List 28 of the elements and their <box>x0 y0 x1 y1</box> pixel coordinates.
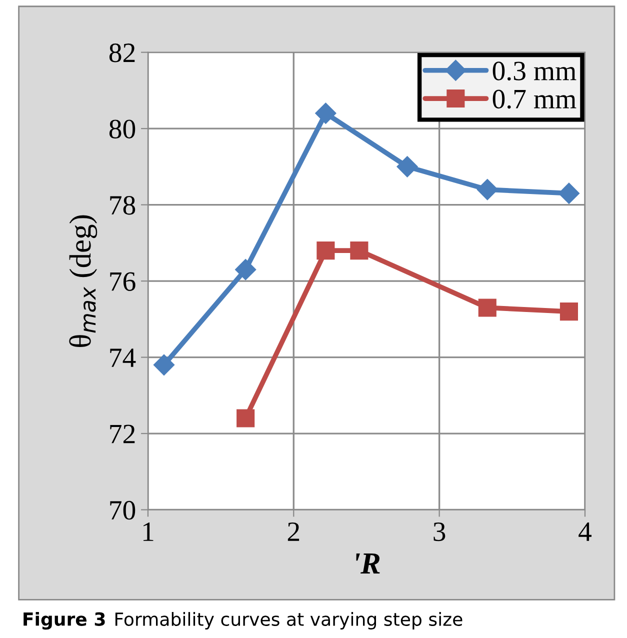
y-tick-label: 80 <box>109 120 136 138</box>
caption: Figure 3 <box>24 612 105 630</box>
y-tick-label: 78 <box>110 196 136 215</box>
legend-label: 0.7 mm <box>492 90 576 109</box>
point <box>153 354 175 376</box>
point <box>350 242 368 260</box>
point <box>315 102 336 124</box>
y-tick-label: 70 <box>110 500 136 520</box>
point <box>236 409 255 428</box>
x-tick-label: 1 <box>143 522 154 541</box>
x-tick-label: 3 <box>434 522 446 542</box>
point <box>476 179 498 200</box>
y-tick-label: 76 <box>110 272 136 291</box>
y-axis-title: θ$_{max}$ (deg) <box>69 215 98 347</box>
point <box>316 242 335 260</box>
x-axis-title: 'R <box>356 554 380 574</box>
text: Formability curves at varying step size <box>115 612 462 630</box>
y-tick-label: 74 <box>110 348 136 367</box>
point <box>558 182 580 204</box>
point <box>478 298 496 317</box>
point <box>560 302 578 321</box>
x-tick-label: 2 <box>288 522 300 541</box>
y-tick-label: 82 <box>109 43 135 62</box>
point <box>235 259 256 280</box>
legend-label: 0.3 mm <box>492 62 576 80</box>
y-tick-label: 72 <box>110 424 135 444</box>
point <box>396 156 418 178</box>
x-tick-label: 4 <box>578 522 592 541</box>
